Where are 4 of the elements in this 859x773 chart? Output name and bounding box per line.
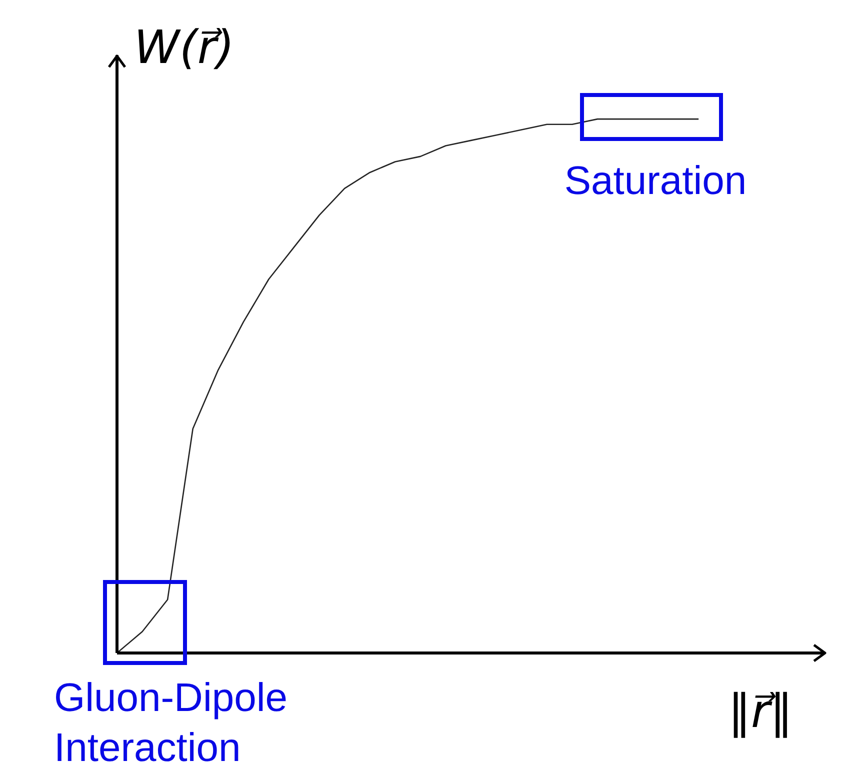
y-axis-title: W(r⃗) bbox=[134, 20, 234, 74]
x-axis-title: ‖r⃗‖ bbox=[728, 684, 793, 738]
text: Gluon-Dipole Interaction bbox=[54, 675, 288, 767]
annotation: Saturation bbox=[563, 158, 748, 205]
